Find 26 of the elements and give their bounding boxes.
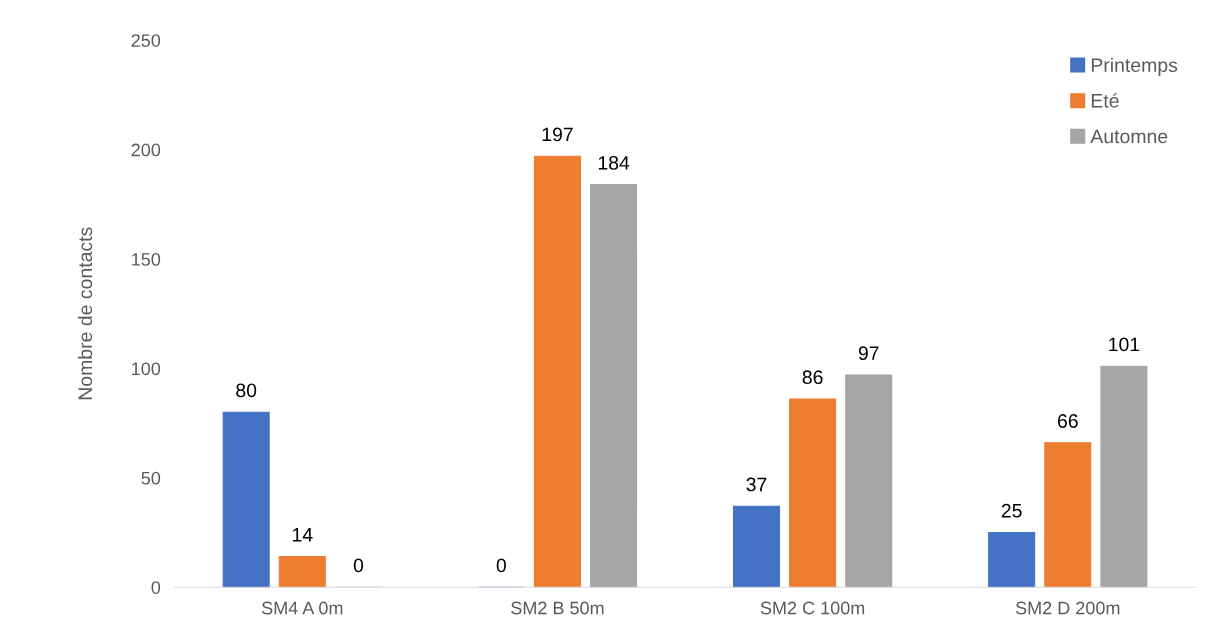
legend-label: Automne xyxy=(1090,129,1168,144)
data-label: 0 xyxy=(353,558,364,573)
y-tick-label: 50 xyxy=(141,471,161,485)
data-label: 37 xyxy=(746,477,767,492)
data-label: 0 xyxy=(496,558,506,573)
y-tick-label: 250 xyxy=(131,34,161,47)
data-label: 97 xyxy=(858,346,879,361)
data-label: 86 xyxy=(802,370,823,385)
y-tick-label: 0 xyxy=(151,581,161,594)
x-tick-label: SM2 D 200m xyxy=(1015,601,1120,615)
data-label: 80 xyxy=(236,383,257,398)
data-label: 184 xyxy=(598,155,630,170)
legend-label: Printemps xyxy=(1091,57,1178,76)
data-label: 101 xyxy=(1109,337,1140,352)
y-tick-label: 100 xyxy=(132,362,161,376)
y-axis-title: Nombre de contacts xyxy=(77,227,93,400)
y-tick-label: 200 xyxy=(131,143,161,157)
x-tick-label: SM2 B 50m xyxy=(511,601,604,615)
data-label: 25 xyxy=(1001,503,1022,518)
data-label: 14 xyxy=(292,528,313,542)
data-label: 197 xyxy=(542,127,573,142)
data-label: 66 xyxy=(1057,414,1078,428)
legend-label: Eté xyxy=(1091,93,1119,108)
x-tick-label: SM2 C 100m xyxy=(760,601,865,615)
y-tick-label: 150 xyxy=(132,252,161,266)
x-tick-label: SM4 A 0m xyxy=(261,601,343,615)
